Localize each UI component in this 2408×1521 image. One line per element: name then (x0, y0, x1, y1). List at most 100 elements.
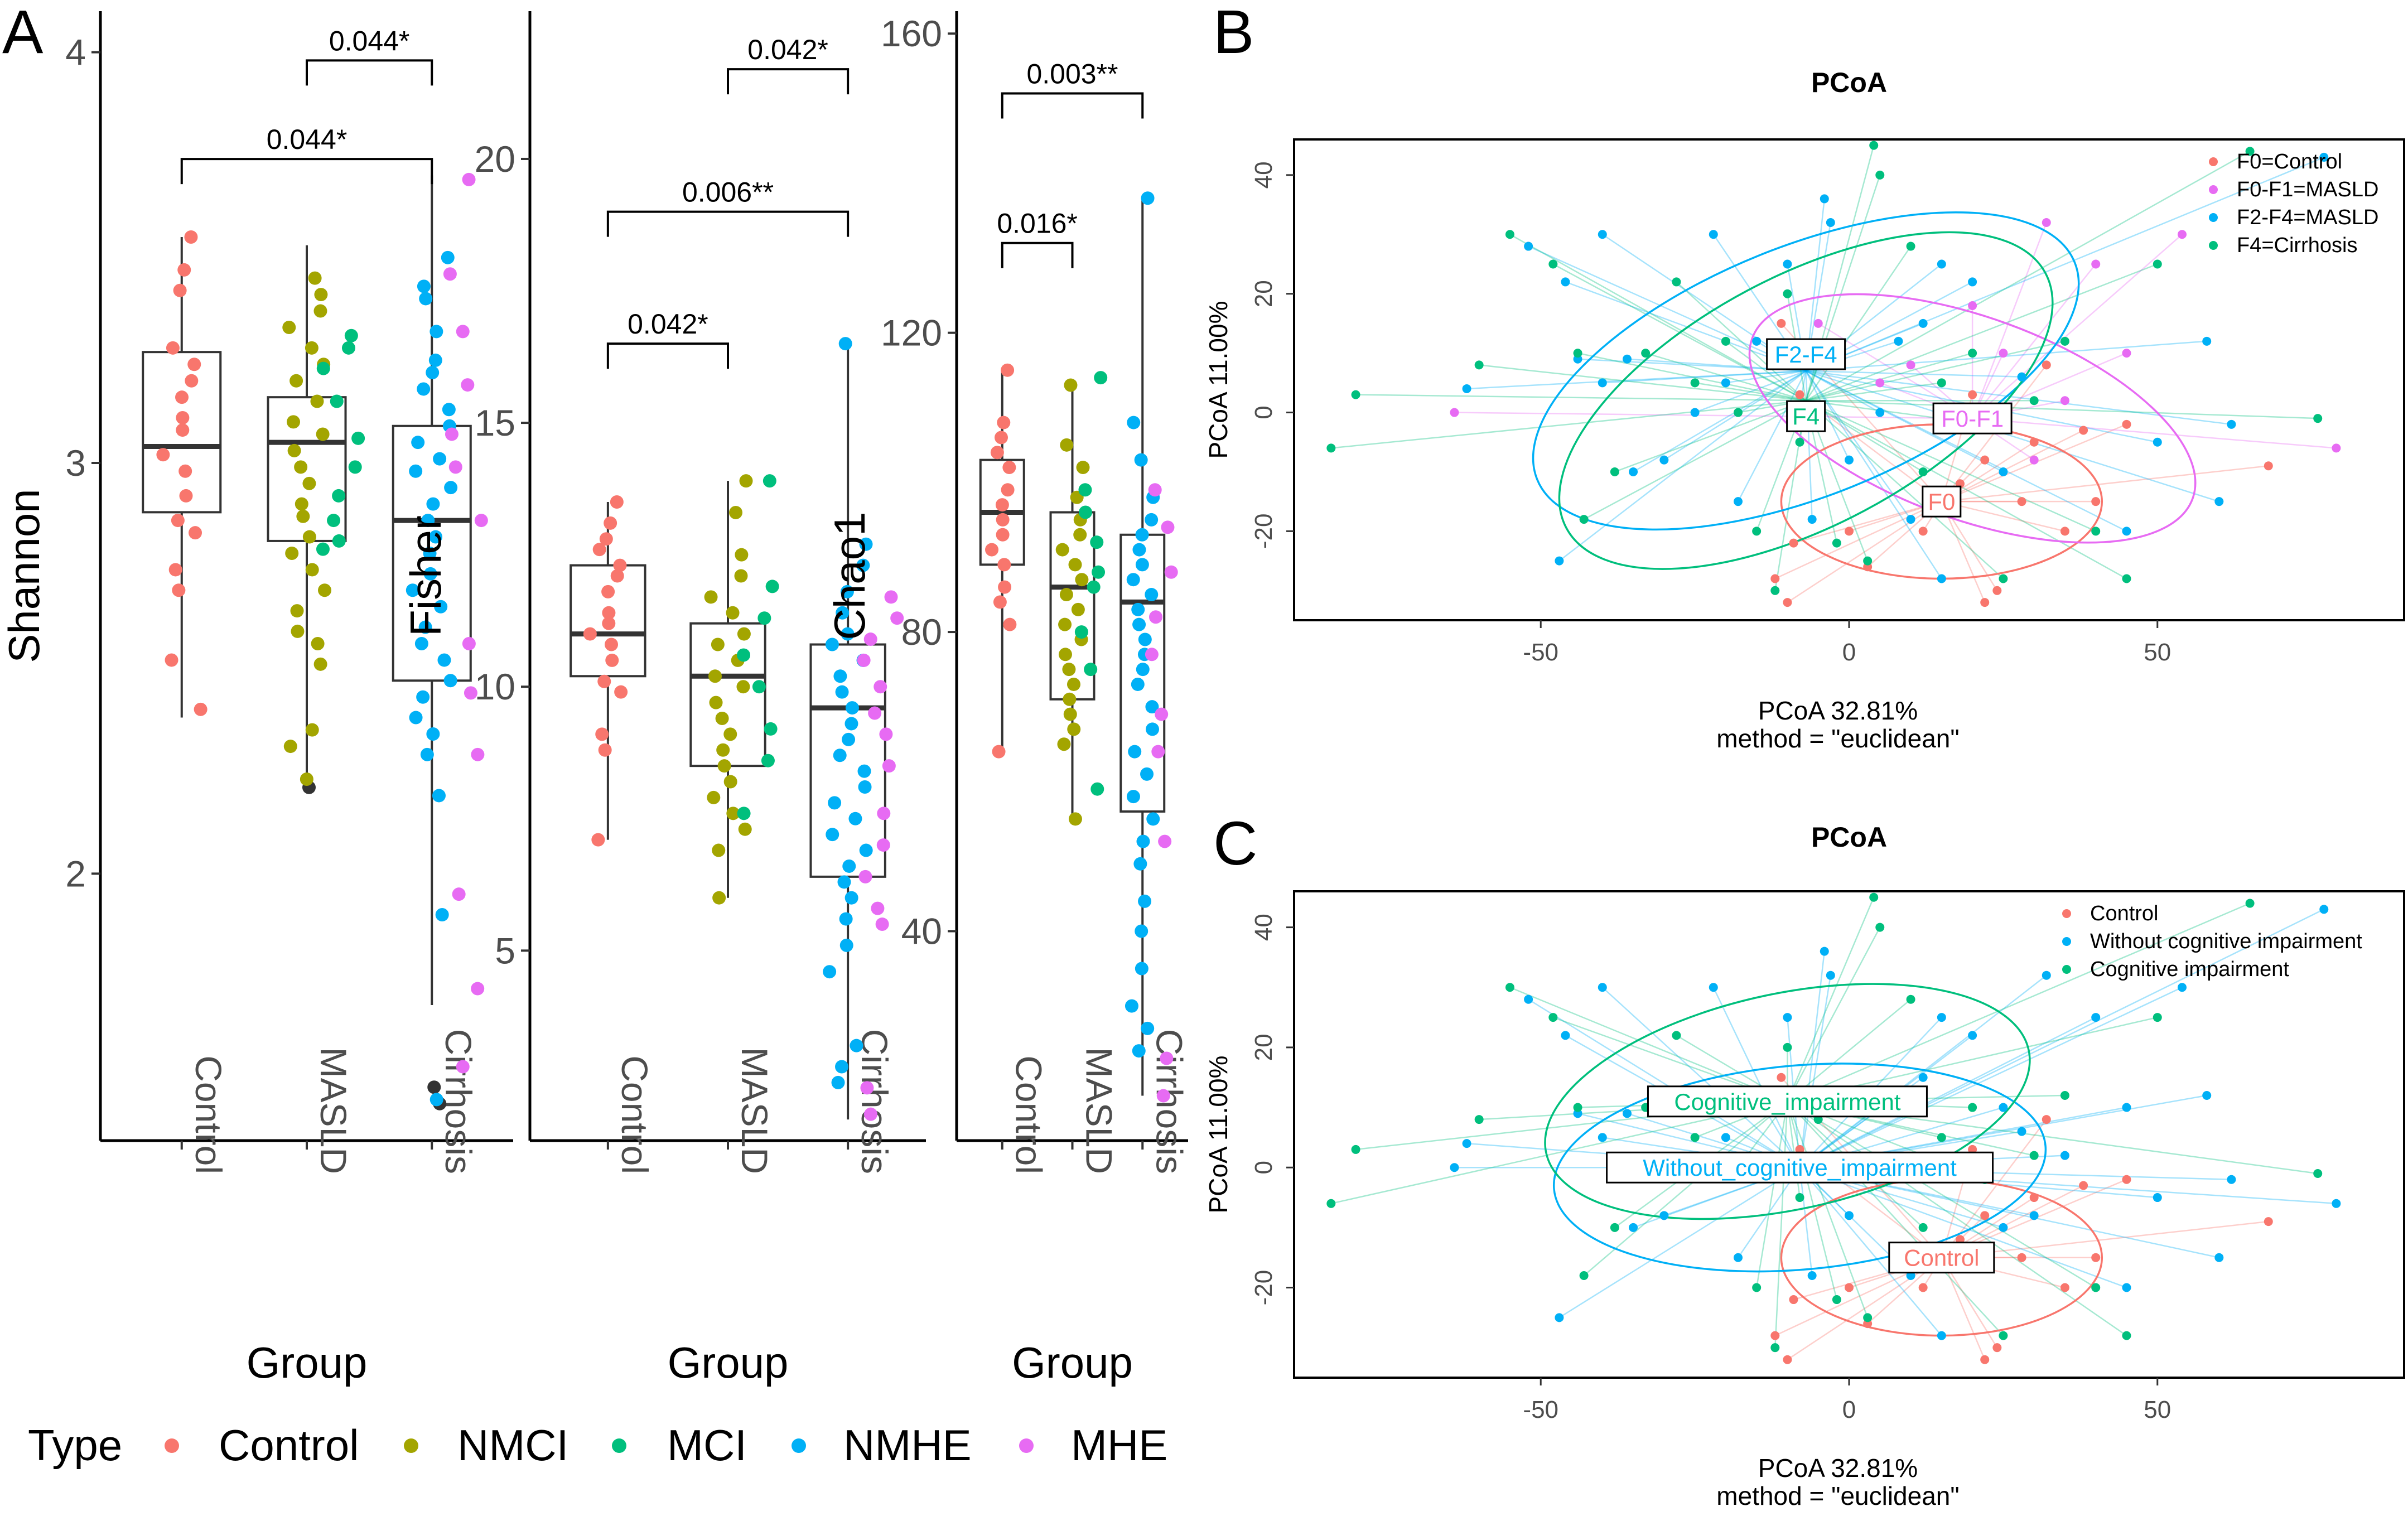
pcoa-b-point (1777, 318, 1786, 328)
shannon-point (310, 394, 324, 408)
pcoa-c-spoke (1799, 1167, 2127, 1288)
shannon-point (461, 378, 475, 392)
shannon-point (411, 436, 425, 450)
pcoa-b-point (2264, 461, 2273, 471)
fisher-point (736, 680, 750, 694)
pcoa-b-point (2122, 349, 2131, 358)
pcoa-c-point (1820, 947, 1829, 956)
chao1-point (1078, 483, 1092, 497)
fisher-point (704, 590, 718, 604)
pcoa-b-point (2313, 414, 2323, 423)
pcoa-b-spoke (1558, 370, 1807, 562)
pcoa-b-point (1641, 349, 1651, 358)
pcoa-c-point (1579, 1271, 1589, 1280)
chao1-point (1141, 1021, 1155, 1035)
shannon-point (456, 325, 470, 339)
pcoa-b-spoke (1806, 352, 1973, 402)
pcoa-c-spoke (1712, 987, 1801, 1168)
pcoa-b-point (1561, 277, 1570, 287)
pcoa-b-point (2178, 230, 2187, 239)
fisher-point (726, 807, 740, 820)
shannon-point (295, 497, 308, 511)
pcoa-c-x-title: PCoA 32.81% (1758, 1454, 1918, 1483)
pcoa-b-point (1980, 455, 1990, 465)
chao1-point (1062, 663, 1076, 677)
fisher-point (833, 669, 847, 683)
chao1-point (1131, 602, 1145, 616)
pcoa-b-spoke (1941, 501, 1986, 603)
pcoa-b-point (1980, 598, 1990, 607)
pcoa-c-point (1777, 1073, 1786, 1082)
shannon-point (409, 711, 423, 725)
pcoa-b-spoke (1805, 245, 1912, 401)
shannon-point (433, 452, 447, 466)
shannon-point (414, 637, 428, 650)
shannon-point (423, 567, 437, 581)
shannon-point (443, 674, 457, 688)
fisher-point (835, 1060, 849, 1074)
pcoa-c-point (1999, 1331, 2008, 1340)
pcoa-b-point (1573, 349, 1582, 358)
pcoa-c-point (1721, 1133, 1730, 1142)
shannon-point (176, 423, 190, 437)
pcoa-b-point (1845, 527, 1854, 536)
pcoa-b-legend-key (2209, 157, 2218, 166)
shannon-point (445, 427, 459, 441)
pcoa-c-point (2079, 1181, 2088, 1190)
fisher-point (613, 558, 627, 572)
chao1-point (995, 498, 1009, 512)
fisher-point (737, 648, 751, 662)
pcoa-c-point (1548, 1013, 1558, 1022)
pcoa-c-spoke (1558, 1167, 1801, 1319)
pcoa-c-group-label-box (1606, 1151, 1994, 1184)
pcoa-c-point (2214, 1253, 2224, 1262)
fisher-point (833, 749, 847, 762)
chao1-x-tick-label: MASLD (1079, 1047, 1120, 1174)
pcoa-b-spoke (1971, 222, 2047, 419)
type-legend: Type Control NMCI MCI NMHE MHE (28, 1421, 1167, 1470)
shannon-point (305, 563, 319, 577)
pcoa-b-legend-label: F0-F1=MASLD (2237, 178, 2378, 201)
legend-label-nmhe: NMHE (843, 1421, 972, 1470)
pcoa-b-spoke (1331, 400, 1806, 449)
pcoa-c-spoke (1787, 897, 1875, 1102)
chao1-point (1135, 924, 1148, 938)
pcoa-b-spoke (1806, 340, 2066, 402)
shannon-point (189, 526, 202, 540)
chao1-point (1058, 617, 1072, 631)
pcoa-c-point (2029, 1151, 2039, 1160)
shannon-y-tick-label: 2 (65, 853, 86, 894)
chao1-point (1059, 588, 1073, 602)
chao1-point (1002, 461, 1016, 475)
fisher-point (826, 828, 839, 842)
fisher-point (737, 807, 751, 820)
shannon-point (178, 464, 192, 478)
pcoa-c-point (1875, 923, 1885, 932)
fisher-point (715, 711, 729, 725)
shannon-point (351, 431, 365, 445)
fisher-point (757, 611, 771, 625)
chao1-point (990, 446, 1004, 460)
pcoa-b-point (2091, 497, 2101, 506)
fisher-point (863, 632, 877, 646)
fisher-point (592, 543, 606, 557)
shannon-x-title: Group (247, 1338, 368, 1387)
pcoa-b-spoke (1479, 364, 1806, 402)
pcoa-c-spoke (1799, 987, 2183, 1168)
pcoa-c-point (1610, 1223, 1619, 1232)
fisher-y-title: Fisher (401, 515, 450, 636)
fisher-point (868, 706, 882, 720)
legend-key-mhe (1019, 1438, 1034, 1453)
pcoa-c-point (2060, 1091, 2069, 1100)
fisher-point (602, 606, 616, 620)
shannon-point (417, 279, 431, 293)
pcoa-c-ellipse (1544, 983, 2031, 1220)
pcoa-plot-c: PCoA -50 0 50 -20 0 20 40 PCoA 32.81%method = "e… (1204, 822, 2405, 1510)
fisher-point (739, 474, 753, 488)
fisher-sig-bracket (727, 68, 850, 95)
pcoa-b-point (1783, 289, 1792, 298)
chao1-x-tick-label: Control (1008, 1055, 1050, 1174)
pcoa-b-point (1462, 384, 1471, 393)
pcoa-c-y-tick-label: 20 (1250, 1034, 1277, 1061)
shannon-point (302, 530, 316, 544)
